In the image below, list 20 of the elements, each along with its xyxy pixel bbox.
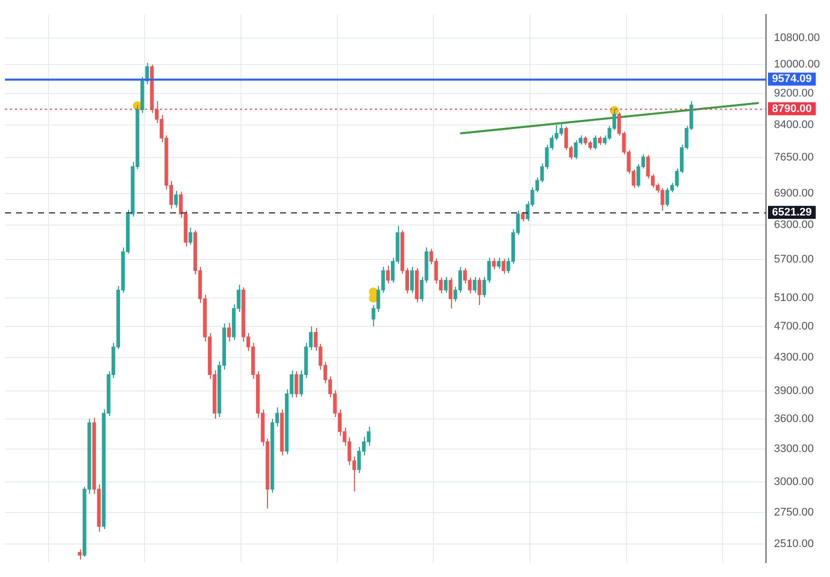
y-tick-label: 3000.00 bbox=[774, 476, 814, 488]
y-tick-label: 3600.00 bbox=[774, 412, 814, 425]
y-tick-label: 7650.00 bbox=[774, 152, 814, 164]
y-tick-label: 2750.00 bbox=[774, 506, 814, 518]
y-tick-label: 6300.00 bbox=[774, 218, 814, 231]
y-tick-label: 10000.00 bbox=[774, 58, 820, 71]
y-tick-label: 5100.00 bbox=[774, 292, 814, 304]
y-tick-label: 9200.00 bbox=[774, 88, 814, 100]
y-tick-label: 8400.00 bbox=[774, 119, 814, 132]
y-tick-label: 2510.00 bbox=[774, 538, 814, 550]
y-tick-label: 5700.00 bbox=[774, 254, 814, 266]
y-tick-label: 3300.00 bbox=[774, 443, 814, 456]
ref-line-label: 8790.00 bbox=[772, 102, 812, 115]
y-tick-label: 4700.00 bbox=[774, 320, 814, 332]
ref-line-label: 9574.09 bbox=[772, 73, 812, 86]
ref-line-label: 6521.29 bbox=[772, 206, 812, 218]
y-tick-label: 6900.00 bbox=[774, 187, 814, 200]
y-tick-label: 4300.00 bbox=[774, 351, 814, 364]
y-tick-label: 3900.00 bbox=[774, 385, 814, 398]
y-tick-label: 10800.00 bbox=[774, 32, 820, 44]
